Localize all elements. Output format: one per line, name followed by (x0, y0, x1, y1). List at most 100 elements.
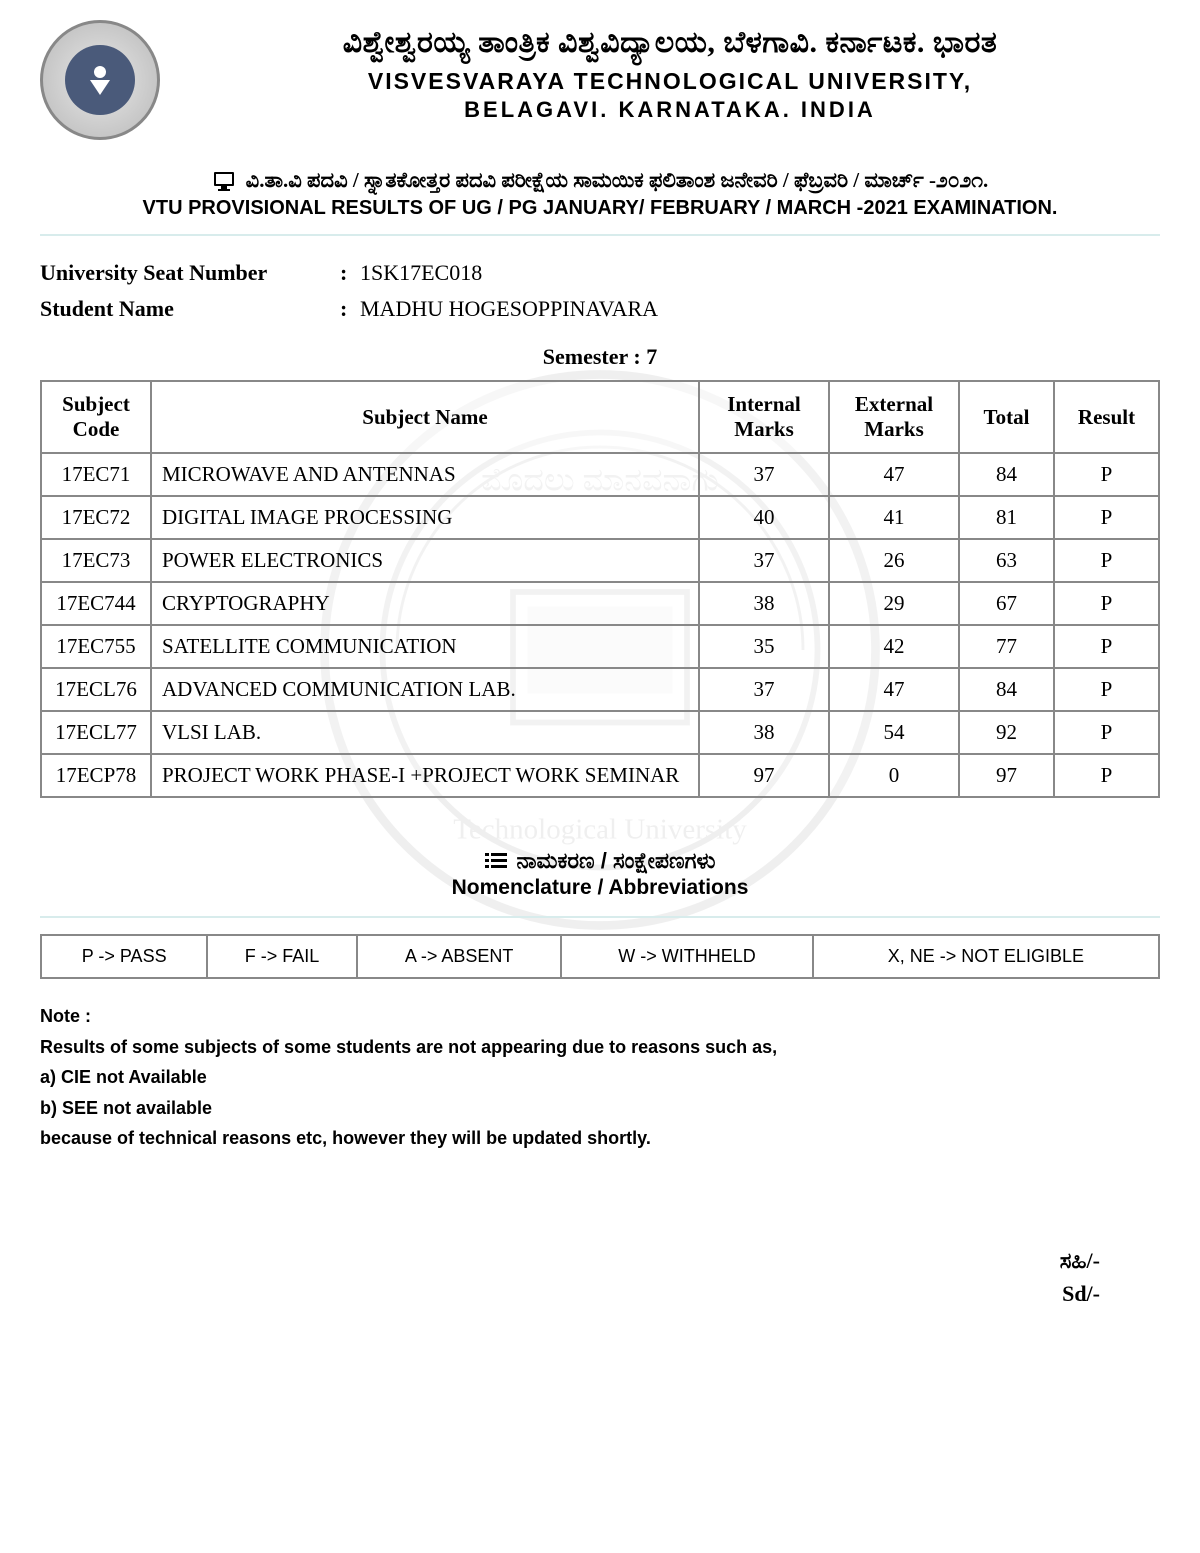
logo-icon (80, 60, 120, 100)
english-university-title: VISVESVARAYA TECHNOLOGICAL UNIVERSITY, (180, 68, 1160, 95)
cell-total: 63 (959, 539, 1054, 582)
signature-english: Sd/- (40, 1277, 1100, 1310)
col-internal-marks: Internal Marks (699, 381, 829, 453)
cell-internal: 97 (699, 754, 829, 797)
results-table: Subject Code Subject Name Internal Marks… (40, 380, 1160, 798)
note-heading: Note : (40, 1001, 1160, 1032)
table-row: 17EC73POWER ELECTRONICS372663P (41, 539, 1159, 582)
cell-external: 0 (829, 754, 959, 797)
cell-result: P (1054, 453, 1159, 496)
cell-internal: 38 (699, 582, 829, 625)
cell-name: MICROWAVE AND ANTENNAS (151, 453, 699, 496)
table-row: 17ECP78PROJECT WORK PHASE-I +PROJECT WOR… (41, 754, 1159, 797)
cell-external: 54 (829, 711, 959, 754)
cell-total: 97 (959, 754, 1054, 797)
cell-result: P (1054, 496, 1159, 539)
cell-total: 81 (959, 496, 1054, 539)
cell-code: 17ECL77 (41, 711, 151, 754)
usn-value: 1SK17EC018 (360, 260, 1160, 286)
cell-total: 77 (959, 625, 1054, 668)
cell-external: 26 (829, 539, 959, 582)
nomenclature-kannada: ನಾಮಕರಣ / ಸಂಕ್ಷೇಪಣಗಳು (517, 848, 716, 874)
university-logo (40, 20, 160, 140)
col-external-marks: External Marks (829, 381, 959, 453)
cell-external: 29 (829, 582, 959, 625)
divider (40, 916, 1160, 918)
table-row: 17ECL76ADVANCED COMMUNICATION LAB.374784… (41, 668, 1159, 711)
table-row: 17EC72DIGITAL IMAGE PROCESSING404181P (41, 496, 1159, 539)
note-line: b) SEE not available (40, 1093, 1160, 1124)
cell-external: 41 (829, 496, 959, 539)
cell-total: 67 (959, 582, 1054, 625)
table-header-row: Subject Code Subject Name Internal Marks… (41, 381, 1159, 453)
cell-result: P (1054, 711, 1159, 754)
abbrev-cell: X, NE -> NOT ELIGIBLE (813, 935, 1159, 978)
cell-internal: 40 (699, 496, 829, 539)
student-info: University Seat Number : 1SK17EC018 Stud… (40, 260, 1160, 322)
signature-kannada: ಸಹಿ/- (40, 1244, 1100, 1277)
separator: : (340, 260, 360, 286)
note-section: Note : Results of some subjects of some … (40, 1001, 1160, 1154)
table-row: 17EC744CRYPTOGRAPHY382967P (41, 582, 1159, 625)
table-row: 17EC755SATELLITE COMMUNICATION354277P (41, 625, 1159, 668)
abbreviations-table: P -> PASSF -> FAILA -> ABSENTW -> WITHHE… (40, 934, 1160, 979)
note-line: a) CIE not Available (40, 1062, 1160, 1093)
cell-external: 42 (829, 625, 959, 668)
monitor-icon (212, 170, 236, 192)
col-subject-name: Subject Name (151, 381, 699, 453)
cell-result: P (1054, 539, 1159, 582)
cell-name: POWER ELECTRONICS (151, 539, 699, 582)
english-notice: VTU PROVISIONAL RESULTS OF UG / PG JANUA… (40, 197, 1160, 220)
cell-name: CRYPTOGRAPHY (151, 582, 699, 625)
name-label: Student Name (40, 296, 340, 322)
cell-result: P (1054, 625, 1159, 668)
kannada-notice: ವಿ.ತಾ.ವಿ ಪದವಿ / ಸ್ನಾತಕೋತ್ತರ ಪದವಿ ಪರೀಕ್ಷೆ… (246, 168, 989, 193)
separator: : (340, 296, 360, 322)
cell-code: 17EC73 (41, 539, 151, 582)
header: ವಿಶ್ವೇಶ್ವರಯ್ಯ ತಾಂತ್ರಿಕ ವಿಶ್ವವಿದ್ಯಾಲಯ, ಬೆ… (40, 20, 1160, 140)
cell-total: 84 (959, 668, 1054, 711)
cell-name: VLSI LAB. (151, 711, 699, 754)
abbrev-cell: W -> WITHHELD (561, 935, 812, 978)
nomenclature-english: Nomenclature / Abbreviations (40, 876, 1160, 900)
cell-code: 17EC755 (41, 625, 151, 668)
notice-section: ವಿ.ತಾ.ವಿ ಪದವಿ / ಸ್ನಾತಕೋತ್ತರ ಪದವಿ ಪರೀಕ್ಷೆ… (40, 168, 1160, 220)
cell-external: 47 (829, 453, 959, 496)
name-value: MADHU HOGESOPPINAVARA (360, 296, 1160, 322)
cell-code: 17ECL76 (41, 668, 151, 711)
cell-result: P (1054, 582, 1159, 625)
english-university-subtitle: BELAGAVI. KARNATAKA. INDIA (180, 97, 1160, 123)
cell-code: 17ECP78 (41, 754, 151, 797)
divider (40, 234, 1160, 236)
cell-name: ADVANCED COMMUNICATION LAB. (151, 668, 699, 711)
col-total: Total (959, 381, 1054, 453)
cell-internal: 38 (699, 711, 829, 754)
cell-internal: 37 (699, 539, 829, 582)
abbrev-cell: A -> ABSENT (357, 935, 562, 978)
semester-title: Semester : 7 (40, 344, 1160, 370)
cell-name: SATELLITE COMMUNICATION (151, 625, 699, 668)
list-icon (485, 851, 507, 871)
cell-internal: 35 (699, 625, 829, 668)
abbrev-cell: F -> FAIL (207, 935, 357, 978)
col-result: Result (1054, 381, 1159, 453)
note-line: Results of some subjects of some student… (40, 1032, 1160, 1063)
cell-internal: 37 (699, 453, 829, 496)
cell-result: P (1054, 754, 1159, 797)
cell-external: 47 (829, 668, 959, 711)
cell-result: P (1054, 668, 1159, 711)
col-subject-code: Subject Code (41, 381, 151, 453)
cell-total: 92 (959, 711, 1054, 754)
table-row: P -> PASSF -> FAILA -> ABSENTW -> WITHHE… (41, 935, 1159, 978)
cell-name: PROJECT WORK PHASE-I +PROJECT WORK SEMIN… (151, 754, 699, 797)
usn-label: University Seat Number (40, 260, 340, 286)
table-row: 17EC71MICROWAVE AND ANTENNAS374784P (41, 453, 1159, 496)
cell-internal: 37 (699, 668, 829, 711)
cell-code: 17EC744 (41, 582, 151, 625)
abbrev-cell: P -> PASS (41, 935, 207, 978)
note-line: because of technical reasons etc, howeve… (40, 1123, 1160, 1154)
cell-name: DIGITAL IMAGE PROCESSING (151, 496, 699, 539)
nomenclature-section: ನಾಮಕರಣ / ಸಂಕ್ಷೇಪಣಗಳು Nomenclature / Abbr… (40, 848, 1160, 900)
cell-code: 17EC72 (41, 496, 151, 539)
cell-total: 84 (959, 453, 1054, 496)
